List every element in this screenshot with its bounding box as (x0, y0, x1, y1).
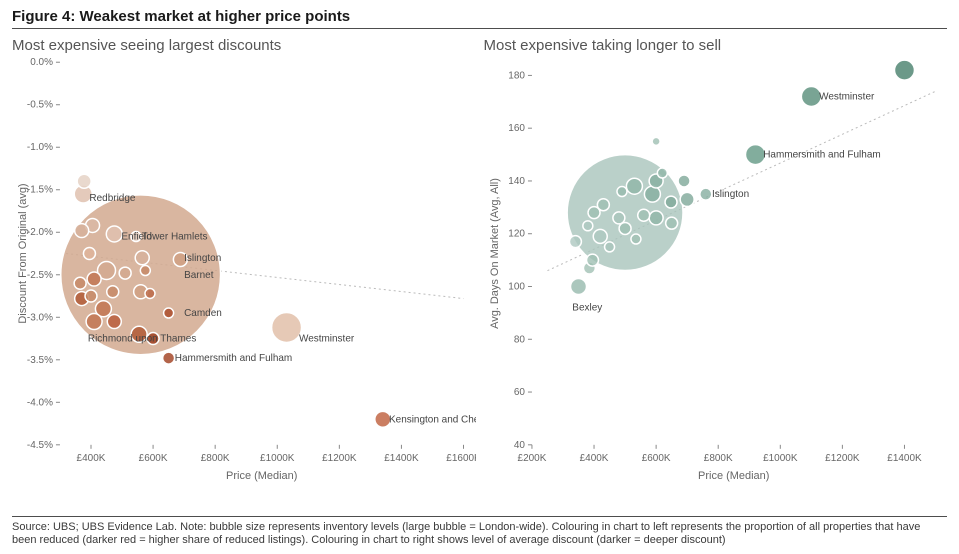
bubble-label: Camden (184, 308, 222, 319)
svg-text:-0.5%: -0.5% (27, 100, 53, 111)
svg-text:Avg. Days On Market (Avg, All): Avg. Days On Market (Avg, All) (488, 178, 500, 329)
bubble-label: Bexley (572, 303, 602, 314)
svg-text:£1000K: £1000K (260, 453, 295, 464)
bubble (569, 236, 581, 248)
left-panel: Most expensive seeing largest discounts … (12, 35, 476, 485)
svg-text:40: 40 (513, 440, 525, 451)
bubble (680, 192, 694, 206)
svg-text:£200K: £200K (517, 453, 546, 464)
figure-title: Figure 4: Weakest market at higher price… (0, 0, 959, 28)
svg-text:£1600K: £1600K (446, 453, 475, 464)
bubble (678, 175, 690, 187)
svg-text:Price (Median): Price (Median) (698, 470, 769, 482)
bubble (140, 266, 150, 276)
bubble (699, 188, 711, 200)
bubble (616, 187, 626, 197)
bubble (619, 222, 631, 234)
bubble-label: Redbridge (89, 193, 135, 204)
svg-text:£600K: £600K (139, 453, 168, 464)
svg-text:-2.0%: -2.0% (27, 227, 53, 238)
svg-text:-2.5%: -2.5% (27, 270, 53, 281)
bubble (83, 248, 95, 260)
bubble (74, 277, 86, 289)
right-chart-svg: 40 60 80 100 120 140 160 180 £200K £400K £600K £800… (484, 56, 948, 485)
bubble (657, 168, 667, 178)
bubble-label: Barnet (184, 270, 214, 281)
right-panel: Most expensive taking longer to sell 40 6… (484, 35, 948, 485)
svg-text:Discount From Original (avg): Discount From Original (avg) (17, 183, 29, 323)
svg-text:60: 60 (513, 387, 525, 398)
bubble-label: Hammersmith and Fulham (763, 150, 880, 161)
svg-text:£600K: £600K (641, 453, 670, 464)
bubble (649, 211, 663, 225)
svg-text:100: 100 (508, 281, 525, 292)
svg-text:120: 120 (508, 229, 525, 240)
bubble (107, 315, 121, 329)
bubble (135, 251, 149, 265)
svg-text:140: 140 (508, 176, 525, 187)
svg-text:£400K: £400K (77, 453, 106, 464)
bubble (570, 279, 586, 295)
bubble (75, 224, 89, 238)
bubble (644, 186, 660, 202)
bubble (87, 272, 101, 286)
bubble (107, 286, 119, 298)
svg-text:£1400K: £1400K (384, 453, 419, 464)
bubble-label: Westminster (819, 92, 875, 103)
bubble (665, 196, 677, 208)
bubble-label: Westminster (299, 334, 355, 345)
bubble-label: Islington (712, 189, 749, 200)
left-chart-svg: -4.5% -4.0% -3.5% -3.0% -2.5% -2.0% -1.5% -1.0%… (12, 56, 476, 485)
svg-text:-4.5%: -4.5% (27, 440, 53, 451)
svg-text:£800K: £800K (201, 453, 230, 464)
right-chart-title: Most expensive taking longer to sell (484, 37, 948, 54)
figure-footnote: Source: UBS; UBS Evidence Lab. Note: bub… (12, 516, 947, 549)
svg-text:-3.0%: -3.0% (27, 312, 53, 323)
svg-text:-4.0%: -4.0% (27, 397, 53, 408)
bubble (145, 288, 155, 298)
svg-text:£400K: £400K (579, 453, 608, 464)
svg-text:£1400K: £1400K (887, 453, 922, 464)
bubble (894, 60, 914, 80)
bubble-label: Kensington and Chelsea (389, 414, 475, 425)
bubble (582, 221, 592, 231)
bubble (630, 234, 640, 244)
svg-text:-1.0%: -1.0% (27, 142, 53, 153)
bubble-label: Hammersmith and Fulham (175, 353, 292, 364)
svg-text:-3.5%: -3.5% (27, 355, 53, 366)
bubble (604, 242, 614, 252)
bubble (163, 352, 175, 364)
bubble (85, 290, 97, 302)
bubble (272, 313, 302, 343)
bubble (652, 137, 660, 145)
svg-text:Price (Median): Price (Median) (226, 470, 297, 482)
svg-text:£1200K: £1200K (322, 453, 357, 464)
bubble (119, 267, 131, 279)
bubble-label: Richmond upon Thames (88, 334, 196, 345)
charts-row: Most expensive seeing largest discounts … (0, 35, 959, 485)
top-rule (12, 28, 947, 29)
bubble (164, 308, 174, 318)
bubble (77, 174, 91, 188)
bubble (597, 199, 609, 211)
bubble-label: Islington (184, 253, 221, 264)
bubble (637, 209, 649, 221)
bubble-label: Tower Hamlets (142, 232, 208, 243)
bubble (593, 229, 607, 243)
bubble (106, 226, 122, 242)
bubble (586, 254, 598, 266)
bubble (86, 314, 102, 330)
svg-text:£1000K: £1000K (763, 453, 798, 464)
svg-text:80: 80 (513, 334, 525, 345)
svg-text:£1200K: £1200K (825, 453, 860, 464)
svg-text:0.0%: 0.0% (30, 57, 53, 68)
svg-text:£800K: £800K (703, 453, 732, 464)
bubble (626, 178, 642, 194)
figure: Figure 4: Weakest market at higher price… (0, 0, 959, 554)
svg-text:180: 180 (508, 70, 525, 81)
svg-text:160: 160 (508, 123, 525, 134)
bubble (665, 217, 677, 229)
svg-text:-1.5%: -1.5% (27, 185, 53, 196)
left-chart-title: Most expensive seeing largest discounts (12, 37, 476, 54)
